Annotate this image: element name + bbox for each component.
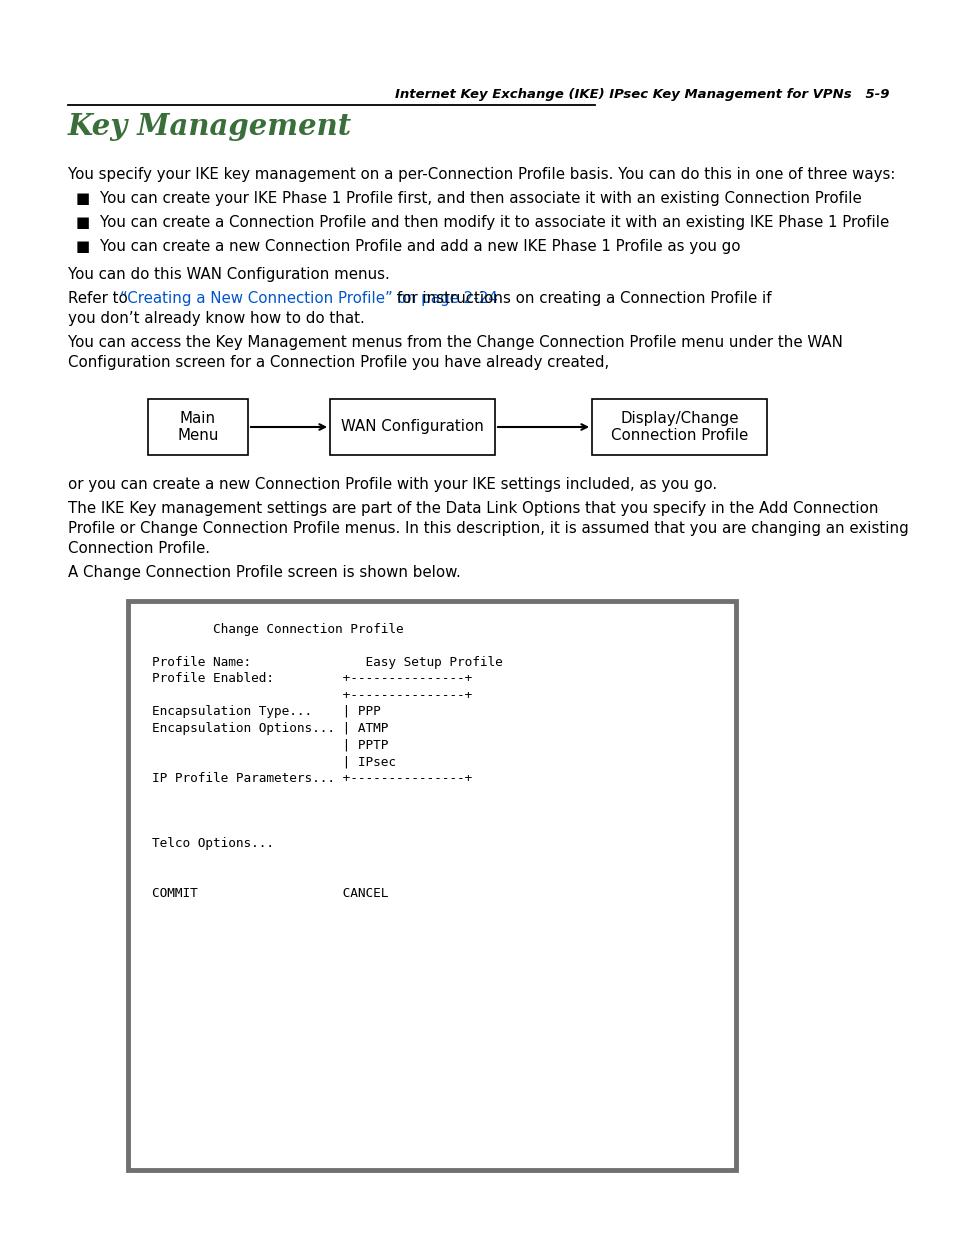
Text: +---------------+: +---------------+ [152, 689, 472, 701]
Text: ■: ■ [76, 191, 90, 206]
Text: You can access the Key Management menus from the Change Connection Profile menu : You can access the Key Management menus … [68, 335, 842, 350]
Text: Telco Options...: Telco Options... [152, 837, 274, 851]
Text: Profile Enabled:         +---------------+: Profile Enabled: +---------------+ [152, 673, 472, 685]
Text: Connection Profile.: Connection Profile. [68, 541, 210, 556]
Text: You can create a Connection Profile and then modify it to associate it with an e: You can create a Connection Profile and … [100, 215, 888, 230]
Text: COMMIT                   CANCEL: COMMIT CANCEL [152, 887, 388, 900]
Text: You specify your IKE key management on a per-Connection Profile basis. You can d: You specify your IKE key management on a… [68, 167, 895, 182]
Text: Key Management: Key Management [68, 112, 352, 141]
Text: WAN Configuration: WAN Configuration [341, 420, 483, 435]
Text: You can create a new Connection Profile and add a new IKE Phase 1 Profile as you: You can create a new Connection Profile … [100, 240, 740, 254]
Text: The IKE Key management settings are part of the Data Link Options that you speci: The IKE Key management settings are part… [68, 501, 878, 516]
Text: Internet Key Exchange (IKE) IPsec Key Management for VPNs   5-9: Internet Key Exchange (IKE) IPsec Key Ma… [395, 88, 889, 101]
Text: IP Profile Parameters... +---------------+: IP Profile Parameters... +--------------… [152, 772, 472, 784]
Bar [148, 399, 248, 454]
Text: Encapsulation Options... | ATMP: Encapsulation Options... | ATMP [152, 722, 388, 735]
Text: | PPTP: | PPTP [152, 739, 388, 752]
Text: Change Connection Profile: Change Connection Profile [152, 622, 403, 636]
Text: “Creating a New Connection Profile” on page 2-24: “Creating a New Connection Profile” on p… [120, 291, 497, 306]
Bar [592, 399, 766, 454]
Text: or you can create a new Connection Profile with your IKE settings included, as y: or you can create a new Connection Profi… [68, 477, 717, 492]
Text: You can do this WAN Configuration menus.: You can do this WAN Configuration menus. [68, 267, 390, 282]
Text: | IPsec: | IPsec [152, 755, 395, 768]
Text: Configuration screen for a Connection Profile you have already created,: Configuration screen for a Connection Pr… [68, 354, 609, 370]
Text: you don’t already know how to do that.: you don’t already know how to do that. [68, 311, 364, 326]
Text: Main
Menu: Main Menu [177, 411, 218, 443]
Text: Encapsulation Type...    | PPP: Encapsulation Type... | PPP [152, 705, 380, 719]
Bar [330, 399, 495, 454]
Text: You can create your IKE Phase 1 Profile first, and then associate it with an exi: You can create your IKE Phase 1 Profile … [100, 191, 861, 206]
Text: Profile Name:               Easy Setup Profile: Profile Name: Easy Setup Profile [152, 656, 502, 669]
Bar [128, 601, 735, 1170]
Text: ■: ■ [76, 240, 90, 254]
Text: ■: ■ [76, 215, 90, 230]
Text: for instructions on creating a Connection Profile if: for instructions on creating a Connectio… [392, 291, 771, 306]
Text: Refer to: Refer to [68, 291, 132, 306]
Text: Profile or Change Connection Profile menus. In this description, it is assumed t: Profile or Change Connection Profile men… [68, 521, 908, 536]
Text: A Change Connection Profile screen is shown below.: A Change Connection Profile screen is sh… [68, 564, 460, 580]
Text: Display/Change
Connection Profile: Display/Change Connection Profile [610, 411, 747, 443]
